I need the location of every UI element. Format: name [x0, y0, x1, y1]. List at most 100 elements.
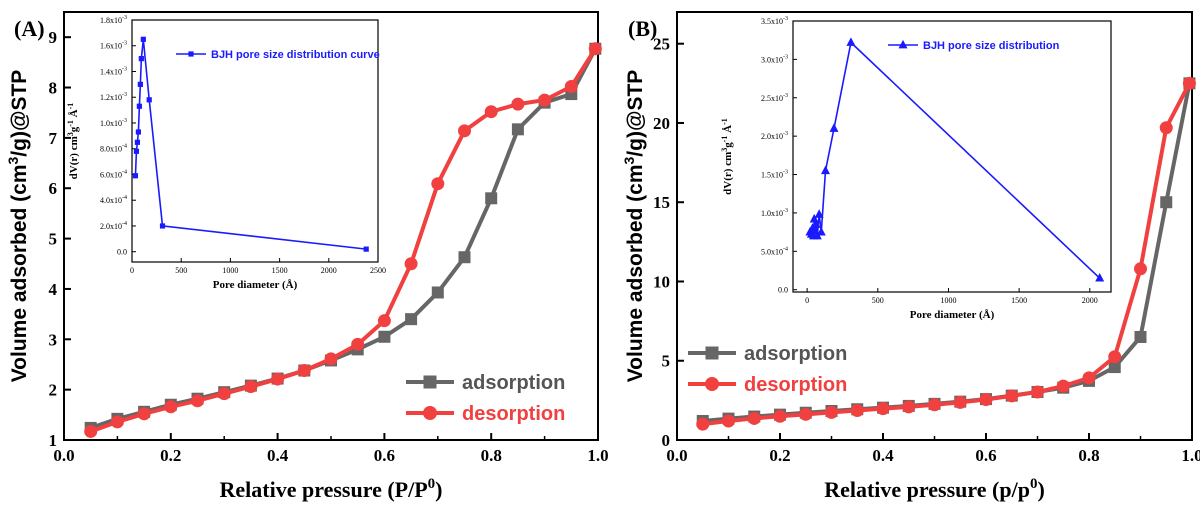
inset-chart: 0 500 1000 1500 20000.05.0x10-41.0x10-31.5x1…	[720, 16, 1112, 321]
inset-y-tick-label: 8.0x10-4	[100, 144, 127, 154]
inset-y-tick-mantissa: 1.0x10	[100, 119, 122, 128]
y-tick-label: 15	[653, 193, 670, 212]
inset-y-tick-mantissa: 3.0x10	[761, 55, 783, 64]
y-axis-label-main: Volume adsorbed (cm	[624, 164, 647, 382]
inset-y-tick-mantissa: 0.0	[117, 248, 127, 257]
point-desorption	[244, 380, 258, 394]
point-desorption	[1031, 385, 1044, 399]
inset-y-tick-exp: -3	[122, 15, 127, 21]
point-desorption	[324, 352, 338, 366]
x-tick-label: 0.8	[481, 446, 502, 465]
inset-x-tick-label: 1500	[272, 266, 288, 275]
x-tick-label: 0.0	[666, 446, 687, 465]
inset-point	[1095, 273, 1105, 282]
inset-y-tick-mantissa: 0.0	[778, 286, 788, 295]
inset-point	[136, 103, 142, 109]
x-axis-label: Relative pressure (p/p0)	[824, 476, 1045, 502]
inset-y-tick-label: 6.0x10-4	[100, 169, 127, 179]
panel-label: (B)	[628, 16, 657, 41]
y-tick-label: 25	[653, 35, 670, 54]
inset-legend-label: BJH pore size distribution curve	[211, 49, 380, 61]
x-axis-label-main: Relative pressure (P/P	[220, 477, 428, 502]
inset-y-axis-label-part: Å	[722, 125, 734, 136]
legend-label-adsorption: adsorption	[744, 343, 847, 365]
inset-y-tick-label: 1.4x10-3	[100, 66, 127, 76]
inset-y-tick-mantissa: 1.6x10	[100, 42, 122, 51]
inset-point	[135, 129, 141, 135]
inset-y-axis-label-part: -1	[720, 118, 729, 125]
x-axis-label-sup: 0	[428, 476, 436, 492]
x-tick-label: 0.4	[872, 446, 894, 465]
y-axis-label-main: Volume adsorbed (cm	[8, 164, 31, 382]
inset-y-tick-exp: -3	[783, 93, 788, 99]
inset-y-tick-label: 4.0x10-4	[100, 195, 127, 205]
x-tick-label: 0.0	[53, 446, 74, 465]
inset-y-tick-label: 1.0x10-3	[761, 208, 788, 218]
point-desorption	[799, 407, 813, 421]
legend-marker-adsorption	[423, 375, 437, 389]
point-desorption	[722, 414, 735, 428]
point-adsorption	[1108, 361, 1121, 374]
point-adsorption	[458, 251, 471, 264]
inset-y-tick-exp: -3	[122, 41, 127, 47]
inset-point	[133, 148, 140, 154]
point-desorption	[902, 400, 916, 414]
inset-y-tick-mantissa: 6.0x10	[100, 170, 122, 179]
inset-y-axis-label-part: g	[68, 126, 80, 132]
inset-y-tick-label: 2.5x10-3	[761, 93, 788, 103]
inset-point	[811, 219, 821, 228]
point-desorption	[404, 257, 418, 271]
x-tick-label: 0.6	[975, 446, 996, 465]
point-desorption	[191, 394, 204, 408]
inset-y-tick-label: 1.6x10-3	[100, 41, 127, 51]
inset-point	[814, 209, 824, 218]
y-tick-label: 0	[662, 431, 671, 450]
inset-y-axis-label-part: 3	[66, 132, 75, 136]
inset-y-tick-mantissa: 2.0x10	[100, 222, 122, 231]
point-desorption	[1182, 76, 1196, 90]
inset-y-tick-exp: -4	[122, 169, 127, 175]
inset-point	[138, 56, 144, 62]
x-tick-label: 0.2	[160, 446, 181, 465]
point-desorption	[1108, 350, 1122, 364]
inset-y-tick-label: 2.0x10-3	[761, 131, 788, 141]
point-desorption	[876, 402, 890, 416]
point-desorption	[564, 80, 578, 94]
inset-point	[363, 246, 369, 252]
point-desorption	[1056, 379, 1070, 393]
inset-x-tick-label: 0	[805, 296, 809, 305]
point-desorption	[484, 105, 498, 119]
inset-y-axis-label-part: dV(r) cm	[68, 136, 80, 179]
inset-y-tick-mantissa: 5.0x10	[761, 247, 783, 256]
y-tick-label: 20	[653, 114, 670, 133]
x-tick-label: 0.2	[769, 446, 790, 465]
inset-x-axis-label: Pore diameter (Å)	[213, 279, 298, 291]
inset-y-tick-exp: -4	[122, 144, 127, 150]
point-desorption	[1005, 389, 1019, 403]
x-axis-label: Relative pressure (P/P0)	[220, 476, 443, 502]
inset-y-axis-label: dV(r) cm3g-1 Å-1	[720, 118, 734, 195]
inset-y-tick-label: 3.5x10-3	[761, 16, 788, 26]
point-desorption	[377, 314, 391, 328]
point-adsorption	[511, 123, 524, 136]
inset-y-tick-mantissa: 4.0x10	[100, 196, 122, 205]
point-adsorption	[485, 192, 498, 205]
inset-x-tick-label: 2000	[321, 266, 337, 275]
legend-marker-adsorption	[705, 346, 719, 360]
x-axis-label-end: )	[1037, 477, 1044, 502]
y-axis-label: Volume adsorbed (cm3/g)@STP	[5, 70, 31, 383]
inset-chart: 0 500 1000 1500 2000 25000.02.0x10-44.0x10-46…	[66, 15, 386, 291]
point-desorption	[850, 404, 864, 418]
point-desorption	[696, 417, 710, 431]
y-axis-label-sup: 3	[5, 156, 21, 164]
inset-x-tick-label: 1500	[1011, 296, 1027, 305]
inset-y-tick-exp: -3	[122, 92, 127, 98]
inset-x-tick-label: 500	[175, 266, 187, 275]
inset-y-tick-label: 0.0	[117, 248, 127, 257]
point-desorption	[351, 337, 365, 351]
inset-y-tick-exp: -4	[783, 246, 788, 252]
inset-y-tick-mantissa: 1.2x10	[100, 93, 122, 102]
x-tick-label: 1.0	[587, 446, 608, 465]
point-desorption	[928, 398, 941, 412]
